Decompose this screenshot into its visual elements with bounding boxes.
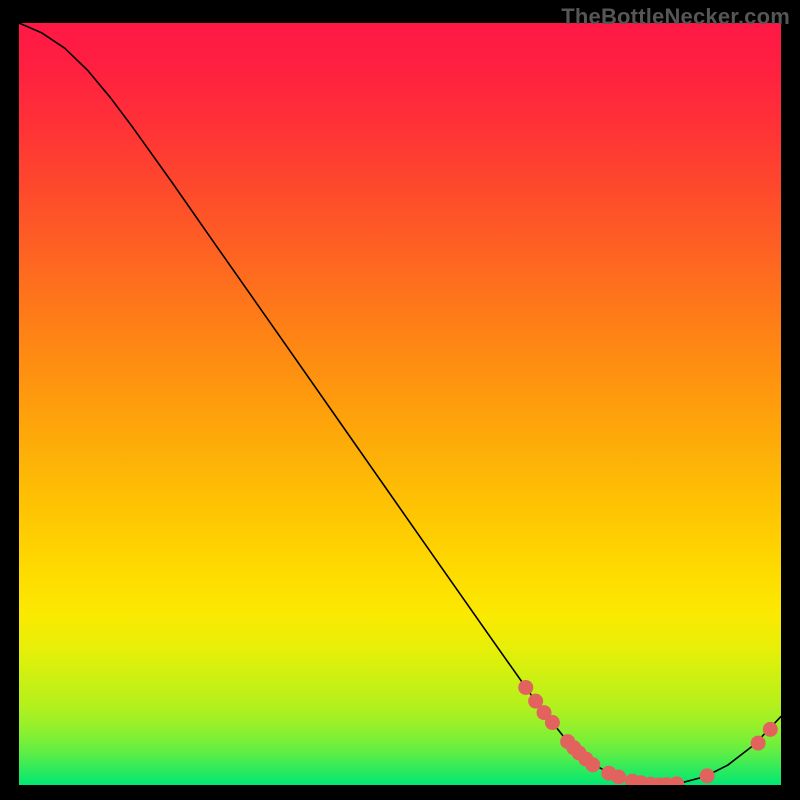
watermark-text: TheBottleNecker.com [561, 4, 790, 30]
chart-frame: { "watermark": { "text": "TheBottleNecke… [0, 0, 800, 800]
bottleneck-chart [19, 23, 781, 785]
data-point [751, 736, 766, 751]
gradient-background [19, 23, 781, 785]
data-point [585, 757, 600, 772]
data-point [700, 768, 715, 783]
data-point [518, 680, 533, 695]
data-point [763, 722, 778, 737]
data-point [545, 715, 560, 730]
data-point [611, 770, 626, 785]
